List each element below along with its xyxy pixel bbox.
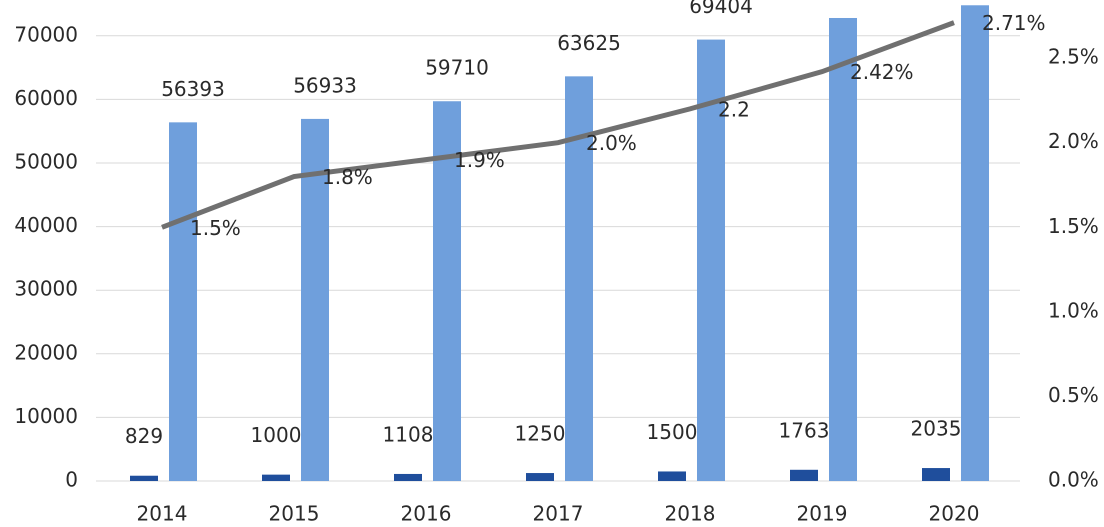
line-value-label: 2.2 [718,97,750,121]
y-tick-label: 30000 [14,277,78,301]
y2-tick-label: 2.0% [1048,129,1099,153]
y-tick-label: 20000 [14,340,78,364]
bar [829,17,857,481]
bar [790,469,818,481]
line-value-label: 1.5% [190,216,241,240]
y-tick-label: 10000 [14,404,78,428]
y2-tick-label: 1.0% [1048,298,1099,322]
bar-value-label: 1000 [251,423,302,447]
bar [961,5,989,481]
bar [169,122,197,482]
line-value-label: 1.9% [454,148,505,172]
bar [262,474,290,481]
y-tick-label: 60000 [14,86,78,110]
x-tick-label: 2017 [533,502,584,526]
y-tick-label: 50000 [14,150,78,174]
bar-value-label: 2035 [911,417,962,441]
x-tick-label: 2018 [665,502,716,526]
y-tick-label: 70000 [14,22,78,46]
x-tick-label: 2015 [269,502,320,526]
bar-value-label: 1250 [515,422,566,446]
y-tick-label: 0 [65,468,78,492]
bar-value-label: 59710 [425,56,489,80]
line-value-label: 2.71% [982,11,1046,35]
bar [565,76,593,481]
bar-value-label: 69404 [689,0,753,18]
y2-tick-label: 0.0% [1048,468,1099,492]
line-value-label: 2.42% [850,60,914,84]
bar [301,118,329,481]
bar-value-label: 1108 [383,422,434,446]
x-tick-label: 2014 [137,502,188,526]
y2-tick-label: 0.5% [1048,383,1099,407]
bar [922,468,950,481]
x-tick-label: 2020 [929,502,980,526]
line-value-label: 2.0% [586,131,637,155]
bar [658,471,686,481]
y2-tick-label: 2.5% [1048,45,1099,69]
bar-value-label: 1500 [647,420,698,444]
bar-value-label: 829 [125,424,163,448]
bar [130,475,158,481]
bar-value-label: 63625 [557,31,621,55]
bar-value-label: 56933 [293,73,357,97]
bar-value-label: 56393 [161,77,225,101]
bar-value-label: 1763 [779,418,830,442]
bar [697,39,725,481]
bar [526,473,554,481]
bar [433,101,461,482]
line [161,20,955,230]
bar [394,473,422,481]
y2-tick-label: 1.5% [1048,214,1099,238]
y-tick-label: 40000 [14,213,78,237]
x-tick-label: 2016 [401,502,452,526]
x-tick-label: 2019 [797,502,848,526]
line-value-label: 1.8% [322,165,373,189]
